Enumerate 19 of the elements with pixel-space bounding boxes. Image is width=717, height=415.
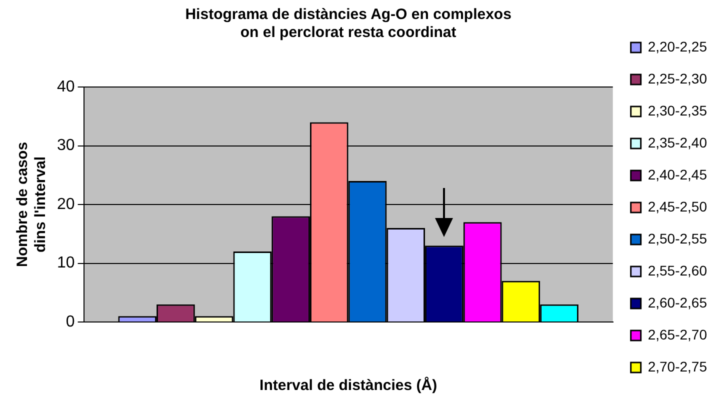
legend-label: 2,50-2,55	[648, 230, 708, 246]
legend-label: 2,70-2,75	[648, 358, 708, 374]
legend-label: 2,35-2,40	[648, 134, 708, 150]
legend-label: 2,40-2,45	[648, 166, 708, 182]
y-tick-label: 10	[57, 254, 75, 272]
y-tick-label: 30	[57, 137, 75, 154]
legend-label: 2,55-2,60	[648, 262, 708, 278]
y-axis-title: Nombre de casos dins l'interval	[14, 142, 50, 268]
legend-label: 2,20-2,25	[648, 38, 708, 54]
legend-label: 2,30-2,35	[648, 102, 708, 118]
legend-label: 2,25-2,30	[648, 70, 708, 86]
legend-label: 2,45-2,50	[648, 198, 708, 214]
legend-label: 2,60-2,65	[648, 294, 708, 310]
chart-title: Histograma de distàncies Ag-O en complexos on el perclorat resta coordinat	[185, 6, 512, 42]
legend-label: 2,65-2,70	[648, 326, 708, 342]
y-tick-label: 0	[66, 313, 75, 330]
y-tick-label: 40	[57, 78, 75, 96]
x-axis-title: Interval de distàncies (Å)	[260, 376, 438, 394]
y-tick-label: 20	[57, 196, 75, 213]
